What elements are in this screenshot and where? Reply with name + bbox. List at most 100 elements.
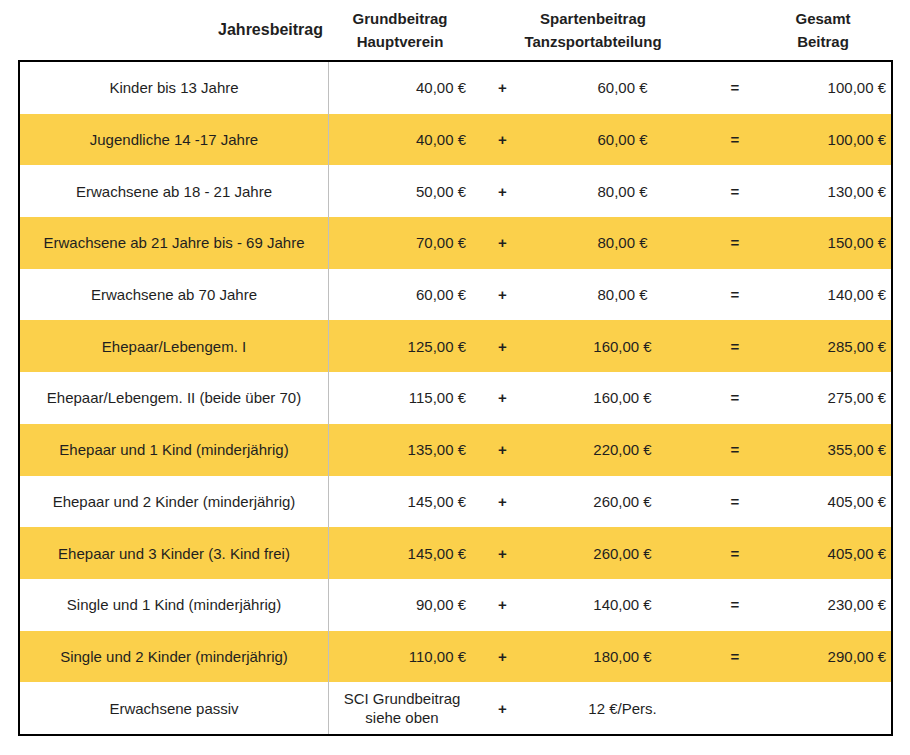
cell-grundbeitrag-value: 60,00 € [416,286,466,303]
table-row: Single und 2 Kinder (minderjährig) 110,0… [20,631,891,683]
table-row: Single und 1 Kind (minderjährig) 90,00 €… [20,579,891,631]
table-row: Ehepaar und 1 Kind (minderjährig) 135,00… [20,424,891,476]
cell-plus-operator: + [475,372,530,424]
cell-grundbeitrag: 135,00 € [329,424,475,476]
cell-gesamtbeitrag: 100,00 € [755,114,895,166]
cell-equals-operator: = [715,527,755,579]
membership-fee-table-page: Jahresbeitrag Grundbeitrag Hauptverein S… [0,0,910,755]
cell-equals-operator [715,682,755,734]
cell-grundbeitrag: 125,00 € [329,320,475,372]
table-row: Erwachsene ab 21 Jahre bis - 69 Jahre 70… [20,217,891,269]
cell-grundbeitrag-value: 70,00 € [416,234,466,251]
cell-spartenbeitrag: 160,00 € [530,320,715,372]
cell-grundbeitrag-value: 115,00 € [409,389,466,406]
cell-category: Erwachsene ab 18 - 21 Jahre [20,165,329,217]
cell-spartenbeitrag: 140,00 € [530,579,715,631]
cell-gesamtbeitrag: 290,00 € [755,631,895,683]
cell-plus-operator: + [475,631,530,683]
header-gesamt-line1: Gesamt [795,7,850,30]
cell-category: Ehepaar/Lebengem. II (beide über 70) [20,372,329,424]
cell-grundbeitrag: 115,00 € [329,372,475,424]
header-jahresbeitrag: Jahresbeitrag [18,21,327,39]
cell-category: Erwachsene ab 21 Jahre bis - 69 Jahre [20,217,329,269]
cell-plus-operator: + [475,424,530,476]
cell-gesamtbeitrag [755,682,895,734]
cell-spartenbeitrag: 80,00 € [530,165,715,217]
cell-equals-operator: = [715,269,755,321]
cell-plus-operator: + [475,114,530,166]
header-spartenbeitrag-line2: Tanzsportabteilung [524,30,661,53]
cell-grundbeitrag: 60,00 € [329,269,475,321]
table-row: Erwachsene passiv SCI Grundbeitrag siehe… [20,682,891,734]
header-grundbeitrag: Grundbeitrag Hauptverein [327,7,473,54]
header-grundbeitrag-line1: Grundbeitrag [352,7,447,30]
cell-gesamtbeitrag: 130,00 € [755,165,895,217]
cell-plus-operator: + [475,62,530,114]
cell-grundbeitrag: 40,00 € [329,114,475,166]
cell-grundbeitrag-value: 145,00 € [408,493,466,510]
cell-grundbeitrag: 50,00 € [329,165,475,217]
cell-grundbeitrag: SCI Grundbeitrag siehe oben [329,682,475,734]
cell-spartenbeitrag: 180,00 € [530,631,715,683]
cell-category: Single und 2 Kinder (minderjährig) [20,631,329,683]
cell-spartenbeitrag: 260,00 € [530,527,715,579]
table-row: Ehepaar/Lebengem. I 125,00 € + 160,00 € … [20,320,891,372]
cell-grundbeitrag-value: 125,00 € [408,338,466,355]
cell-grundbeitrag: 145,00 € [329,527,475,579]
cell-plus-operator: + [475,269,530,321]
cell-equals-operator: = [715,424,755,476]
cell-grundbeitrag: 110,00 € [329,631,475,683]
cell-gesamtbeitrag: 285,00 € [755,320,895,372]
cell-gesamtbeitrag: 405,00 € [755,476,895,528]
cell-gesamtbeitrag: 230,00 € [755,579,895,631]
cell-equals-operator: = [715,217,755,269]
cell-grundbeitrag: 145,00 € [329,476,475,528]
cell-grundbeitrag: 70,00 € [329,217,475,269]
cell-category: Single und 1 Kind (minderjährig) [20,579,329,631]
cell-spartenbeitrag: 12 €/Pers. [530,682,715,734]
cell-category: Jugendliche 14 -17 Jahre [20,114,329,166]
cell-grundbeitrag-value: 110,00 € [409,648,466,665]
cell-spartenbeitrag: 260,00 € [530,476,715,528]
cell-plus-operator: + [475,579,530,631]
cell-plus-operator: + [475,165,530,217]
cell-grundbeitrag: 90,00 € [329,579,475,631]
header-spartenbeitrag: Spartenbeitrag Tanzsportabteilung [473,7,713,54]
table-row: Ehepaar und 2 Kinder (minderjährig) 145,… [20,476,891,528]
header-spartenbeitrag-line1: Spartenbeitrag [524,7,661,30]
cell-grundbeitrag: 40,00 € [329,62,475,114]
cell-gesamtbeitrag: 150,00 € [755,217,895,269]
table-row: Erwachsene ab 70 Jahre 60,00 € + 80,00 €… [20,269,891,321]
cell-equals-operator: = [715,631,755,683]
cell-gesamtbeitrag: 275,00 € [755,372,895,424]
cell-category: Ehepaar/Lebengem. I [20,320,329,372]
cell-gesamtbeitrag: 405,00 € [755,527,895,579]
cell-grundbeitrag-value: 145,00 € [408,545,466,562]
cell-spartenbeitrag: 160,00 € [530,372,715,424]
cell-equals-operator: = [715,165,755,217]
cell-grundbeitrag-value: 50,00 € [416,183,466,200]
cell-plus-operator: + [475,476,530,528]
cell-gesamtbeitrag: 355,00 € [755,424,895,476]
table-row: Ehepaar und 3 Kinder (3. Kind frei) 145,… [20,527,891,579]
cell-grundbeitrag-value: 40,00 € [416,79,466,96]
cell-plus-operator: + [475,217,530,269]
cell-equals-operator: = [715,579,755,631]
table-row: Ehepaar/Lebengem. II (beide über 70) 115… [20,372,891,424]
cell-equals-operator: = [715,114,755,166]
cell-category: Erwachsene passiv [20,682,329,734]
cell-category: Ehepaar und 3 Kinder (3. Kind frei) [20,527,329,579]
cell-category: Kinder bis 13 Jahre [20,62,329,114]
cell-plus-operator: + [475,527,530,579]
cell-spartenbeitrag: 60,00 € [530,114,715,166]
cell-category: Ehepaar und 2 Kinder (minderjährig) [20,476,329,528]
cell-grundbeitrag-value: 135,00 € [408,441,466,458]
table-header: Jahresbeitrag Grundbeitrag Hauptverein S… [18,0,893,60]
cell-equals-operator: = [715,62,755,114]
header-gesamt-line2: Beitrag [795,30,850,53]
cell-category: Ehepaar und 1 Kind (minderjährig) [20,424,329,476]
cell-spartenbeitrag: 220,00 € [530,424,715,476]
table-row: Erwachsene ab 18 - 21 Jahre 50,00 € + 80… [20,165,891,217]
cell-equals-operator: = [715,320,755,372]
cell-plus-operator: + [475,682,530,734]
